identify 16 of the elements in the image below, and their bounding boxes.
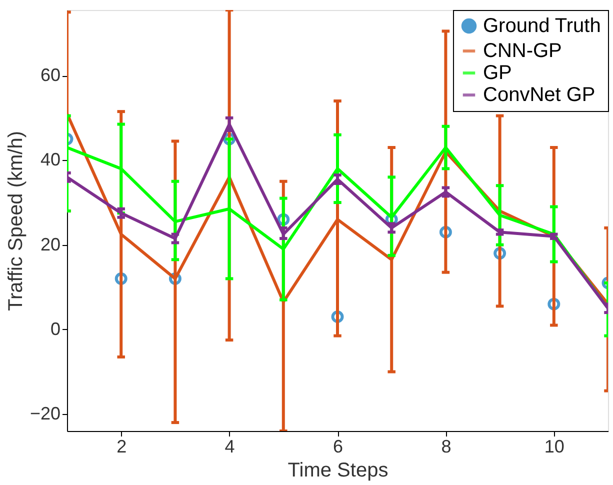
y-tick-label: 20 — [40, 234, 60, 254]
x-axis-title: Time Steps — [288, 460, 388, 482]
y-axis-title: Traffic Speed (km/h) — [4, 130, 27, 312]
y-tick-label: 0 — [50, 318, 60, 339]
x-tick-label: 10 — [544, 436, 564, 456]
x-tick-label: 6 — [332, 436, 344, 456]
y-tick-label: 40 — [40, 150, 60, 170]
x-tick-label: 4 — [224, 436, 235, 456]
y-tick-label: −20 — [30, 404, 60, 424]
legend-label: ConvNet GP — [483, 84, 596, 106]
legend-label: Ground Truth — [483, 15, 601, 37]
x-tick-label: 2 — [116, 436, 127, 456]
y-tick-label: 60 — [40, 65, 60, 86]
legend-label: GP — [483, 62, 512, 84]
legend-label: CNN-GP — [483, 40, 562, 62]
x-tick-label: 8 — [441, 436, 452, 456]
